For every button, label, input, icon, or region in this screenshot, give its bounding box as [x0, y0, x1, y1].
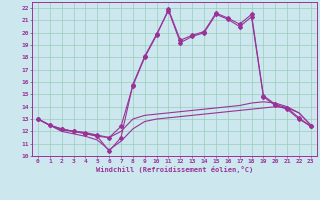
X-axis label: Windchill (Refroidissement éolien,°C): Windchill (Refroidissement éolien,°C)	[96, 166, 253, 173]
